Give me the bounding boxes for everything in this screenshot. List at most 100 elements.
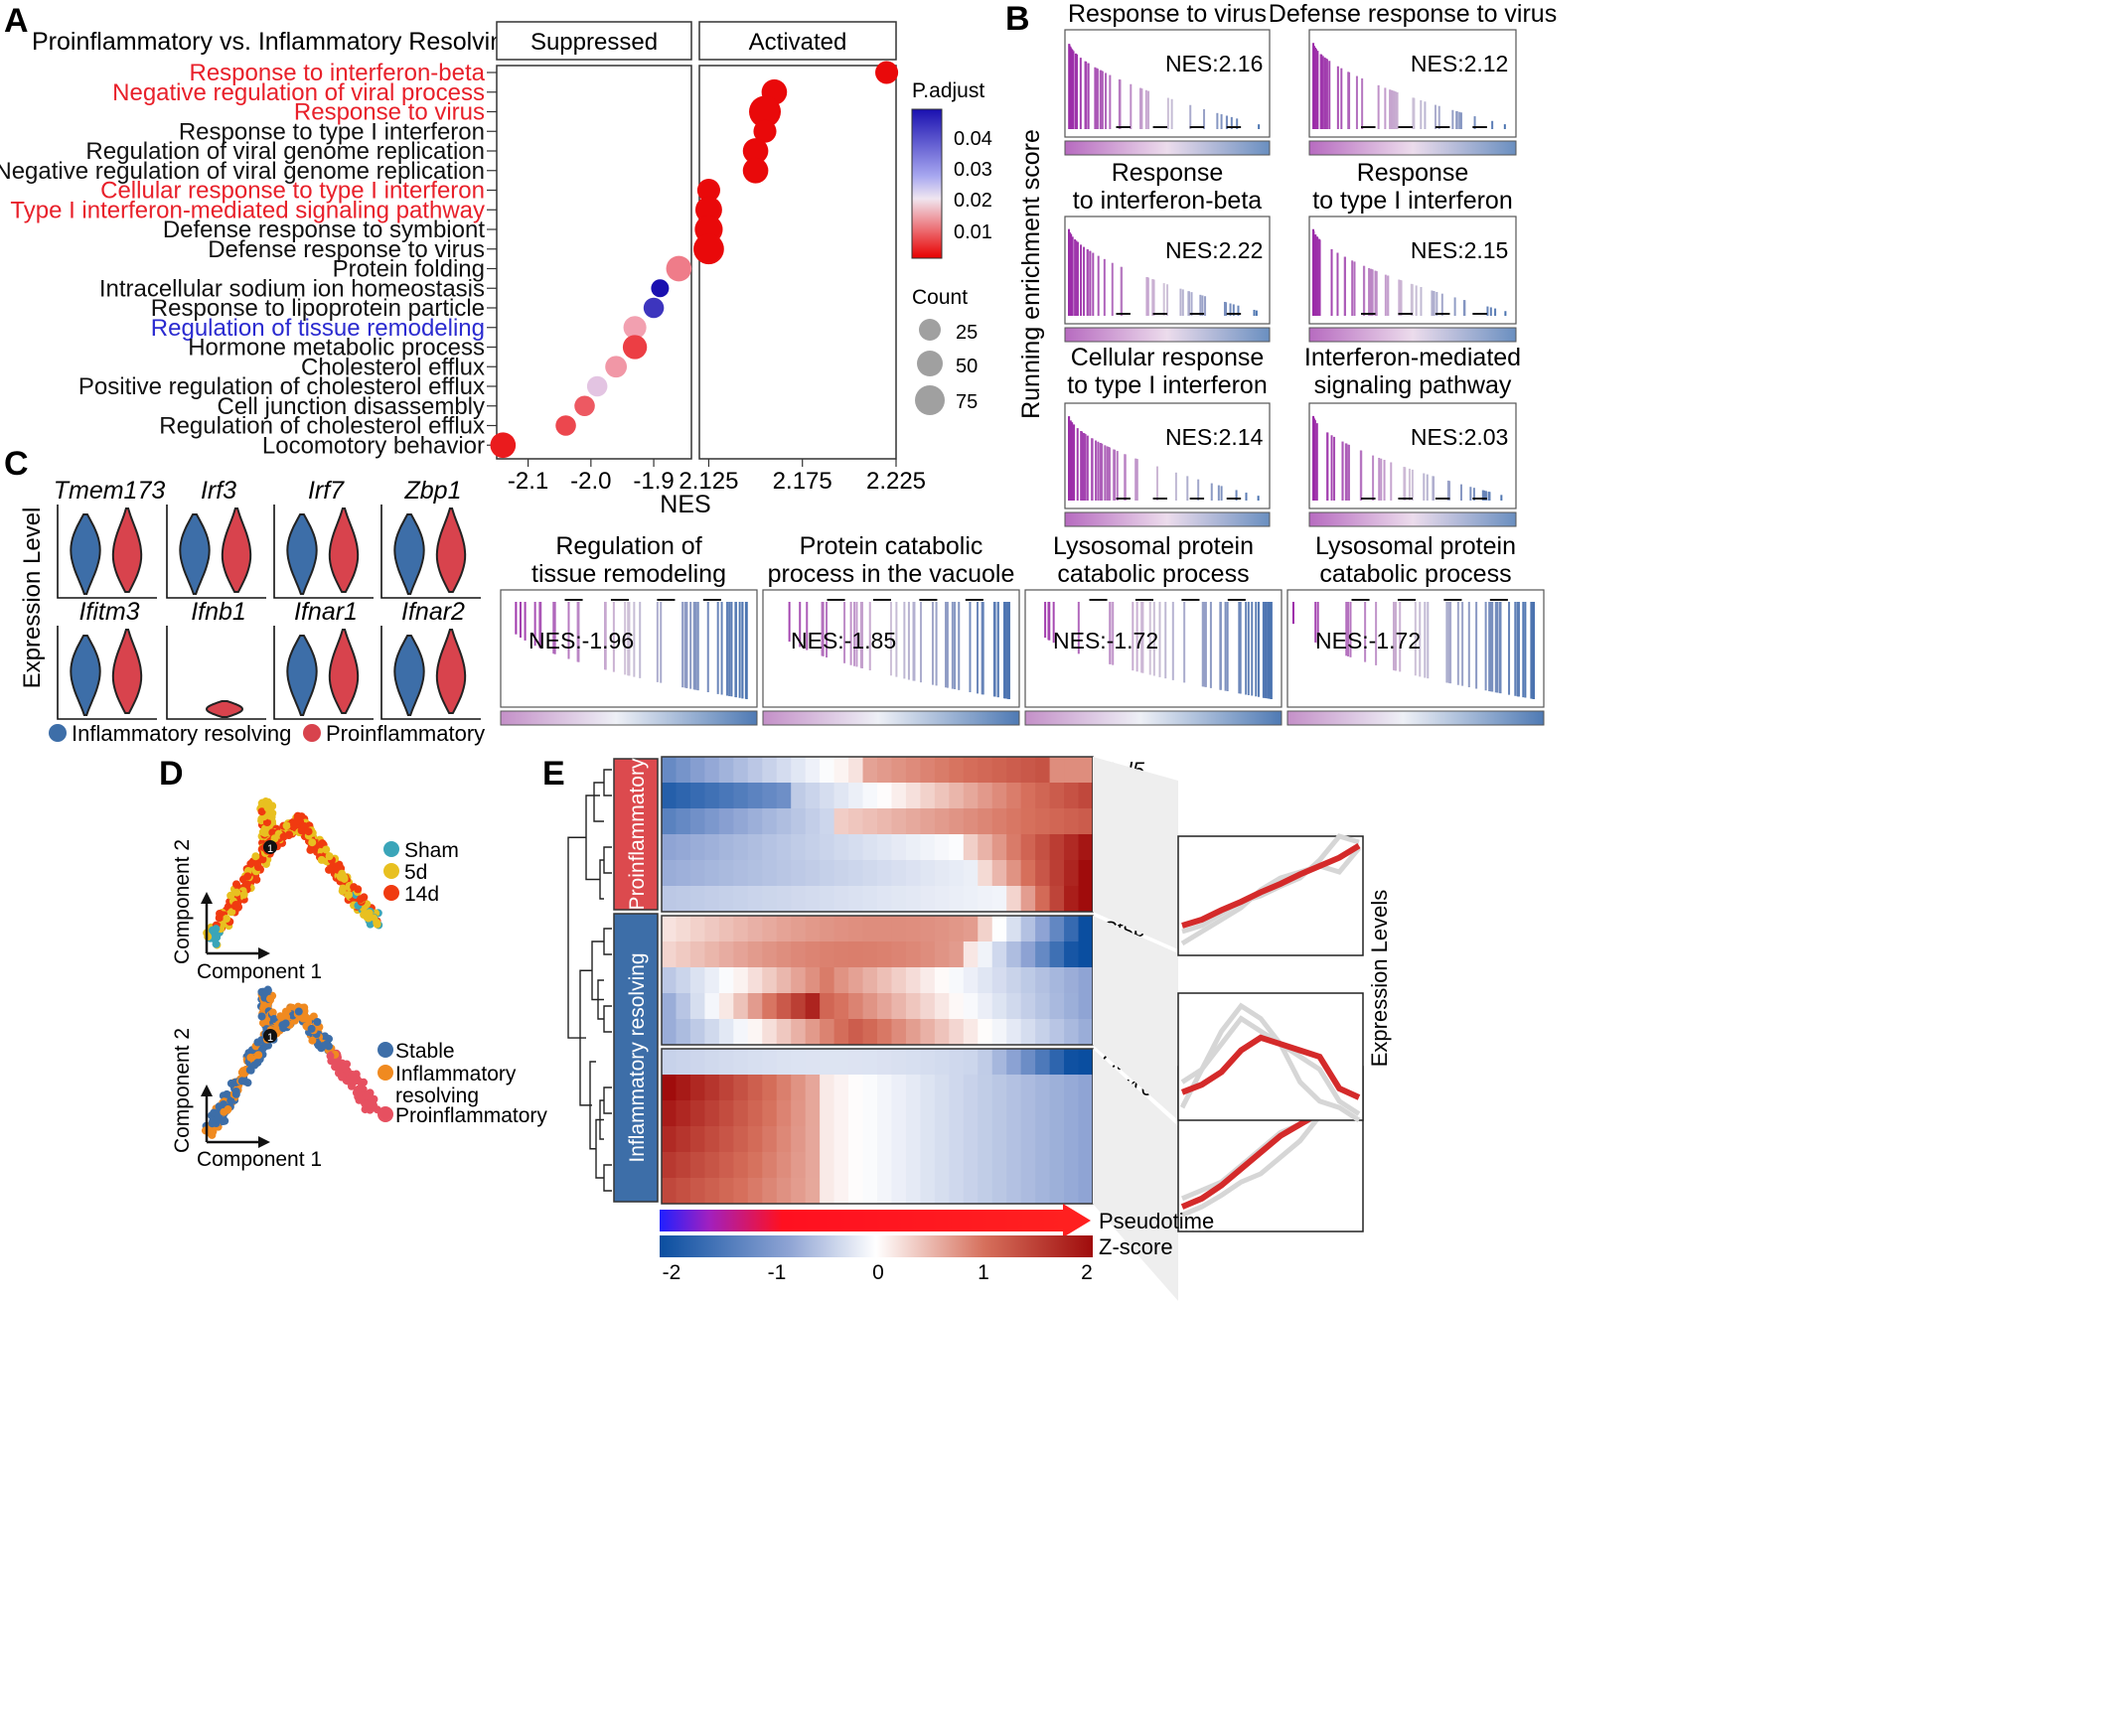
cell-point: [221, 1116, 229, 1125]
legend-label-proinflammatory: Proinflammatory: [326, 721, 485, 746]
cell-point: [366, 920, 375, 929]
gsea-title: Response to virus: [1068, 0, 1267, 28]
count-legend-value: 50: [956, 356, 978, 377]
dot-mark: [696, 178, 720, 203]
cell-point: [232, 888, 241, 897]
rank-bar: [762, 710, 1020, 726]
cell-point: [317, 840, 326, 849]
heatmap-row: [662, 1049, 1094, 1076]
term-label: Defense response to virus: [208, 236, 485, 263]
cell-point: [268, 1008, 277, 1017]
gene-name: Ifitm3: [78, 598, 139, 626]
term-label: Negative regulation of viral genome repl…: [0, 158, 485, 185]
cell-point: [209, 926, 218, 935]
cell-point: [348, 1070, 357, 1079]
cell-point: [269, 1014, 278, 1023]
rank-bar: [1064, 511, 1271, 527]
heatmap-row: [662, 916, 1094, 942]
cell-point: [308, 838, 317, 847]
violin: [205, 700, 244, 718]
term-label: Response to type I interferon: [179, 118, 485, 145]
heatmap-row: [662, 808, 1094, 835]
violin: [393, 635, 425, 716]
legend-swatch-stable: [378, 1042, 393, 1058]
cell-point: [282, 821, 291, 830]
term-label: Response to virus: [294, 99, 485, 126]
arrowhead: [201, 1085, 213, 1096]
nes-label: NES:-1.96: [528, 628, 634, 653]
dot-mark: [623, 316, 647, 340]
legend-label-14d: 14d: [404, 883, 439, 906]
cell-point: [223, 1089, 231, 1098]
trend-plot: [1177, 833, 1364, 956]
nes-label: NES:2.03: [1411, 424, 1508, 450]
branch-node-label: 1: [267, 1032, 273, 1044]
heatmap-row: [662, 757, 1094, 784]
cell-point: [307, 1024, 316, 1033]
rank-bar: [1024, 710, 1283, 726]
dot-mark: [694, 196, 722, 223]
heatmap-row: [662, 1075, 1094, 1101]
facet-label-suppressed: Suppressed: [530, 29, 658, 56]
arrowhead: [201, 892, 213, 904]
padj-tick: 0.04: [954, 128, 992, 150]
cell-point: [262, 987, 271, 996]
cell-point: [313, 1017, 322, 1026]
dot-mark: [875, 61, 899, 84]
legend-swatch-proinflammatory: [378, 1106, 393, 1122]
gsea-title: Lysosomal protein: [1315, 532, 1516, 560]
hit-lines: [1291, 602, 1535, 699]
trend-frame: [1177, 835, 1364, 956]
violin-panel: Ifnar1: [273, 598, 374, 720]
cell-point: [338, 1073, 347, 1082]
dot-mark: [666, 255, 692, 282]
violin: [328, 507, 360, 593]
violin: [435, 507, 467, 593]
dot-mark: [753, 119, 777, 143]
violin-panel: Zbp1: [380, 477, 481, 599]
cell-point: [357, 1094, 366, 1103]
nes-label: NES:-1.72: [1315, 628, 1421, 653]
cell-point: [237, 1077, 246, 1085]
comparison-title: Proinflammatory vs. Inflammatory Resolvi…: [32, 28, 518, 56]
cell-point: [223, 914, 231, 923]
branch-node: [263, 1029, 277, 1043]
cell-point: [245, 1066, 254, 1075]
heatmap-row: [662, 1100, 1094, 1127]
dot-mark: [622, 335, 648, 360]
cell-point: [259, 1001, 268, 1010]
cell-point: [260, 1042, 269, 1051]
legend-swatch-resolving: [378, 1065, 393, 1081]
zscore-tick: -1: [768, 1261, 787, 1284]
violin-panel: Tmem173: [54, 477, 165, 599]
expression-levels-label: Expression Levels: [1367, 890, 1392, 1068]
panel-b: B Running enrichment score Response to v…: [500, 0, 1557, 726]
legend-label-resolving: Inflammatory resolving: [72, 721, 291, 746]
gene-name: Irf3: [201, 477, 236, 505]
count-legend-dot: [917, 351, 943, 376]
term-label: Regulation of viral genome replication: [85, 138, 485, 165]
group-bar-proinflammatory: [613, 758, 659, 911]
legend-swatch-resolving: [49, 724, 67, 742]
violin: [286, 513, 318, 595]
violin: [179, 513, 211, 595]
gsea-plot: Defense response to virus NES:2.12: [1269, 0, 1557, 156]
panel-a: A Proinflammatory vs. Inflammatory Resol…: [0, 2, 992, 518]
cell-point: [265, 994, 274, 1003]
dot-mark: [574, 395, 595, 417]
heatmap-row: [662, 967, 1094, 994]
legend-label-proinflammatory: Proinflammatory: [395, 1104, 547, 1127]
gsea-title: Cellular response: [1071, 344, 1265, 371]
gene-trend: [1179, 1002, 1361, 1123]
nes-label: NES:-1.85: [791, 628, 896, 653]
zscore-tick: 1: [978, 1261, 989, 1284]
cell-point: [339, 884, 348, 893]
gsea-title: catabolic process: [1319, 560, 1511, 588]
panel-letter-a: A: [4, 2, 29, 40]
hit-lines: [1312, 415, 1503, 501]
plot-frame-activated: [698, 65, 897, 460]
rank-bar: [1286, 710, 1545, 726]
mean-trend: [1181, 843, 1361, 929]
dot-mark: [490, 432, 517, 459]
